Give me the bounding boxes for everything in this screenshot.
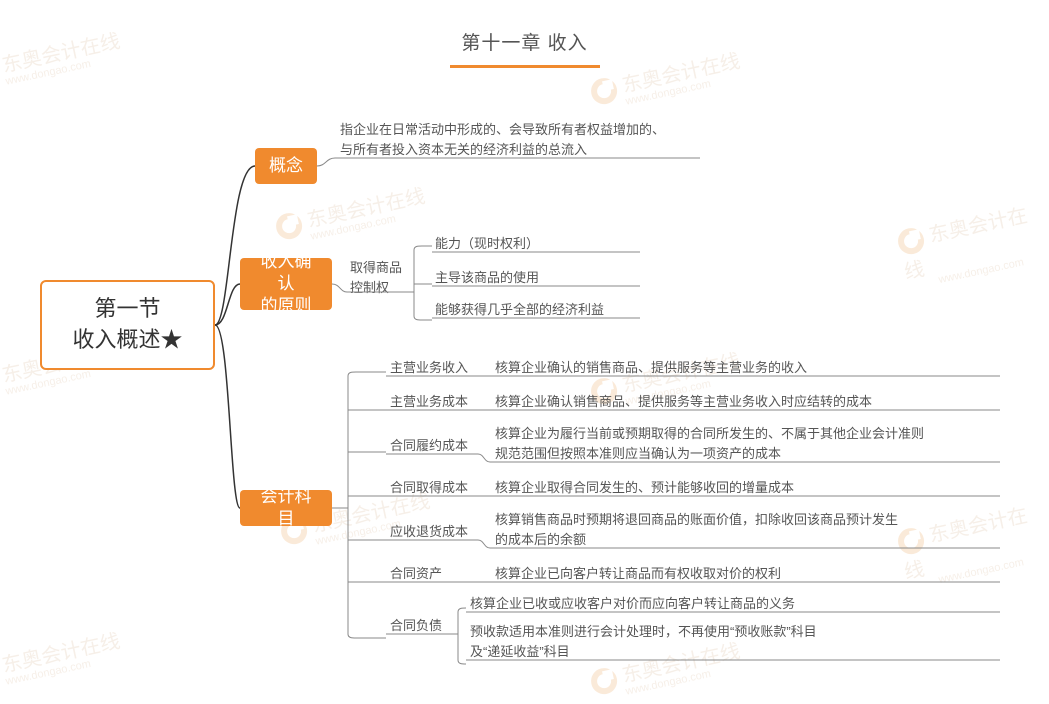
accounts-i5-desc: 核算销售商品时预期将退回商品的账面价值，扣除收回该商品预计发生 的成本后的余额 — [495, 510, 995, 550]
accounts-i3-desc-l1: 核算企业为履行当前或预期取得的合同所发生的、不属于其他企业会计准则 — [495, 424, 995, 444]
chapter-title-wrap: 第十一章 收入 — [450, 28, 600, 68]
accounts-i7-desc-b: 预收款适用本准则进行会计处理时，不再使用“预收账款”科目 及“递延收益”科目 — [470, 622, 990, 662]
accounts-i2-label: 主营业务成本 — [390, 392, 468, 412]
accounts-i1-desc: 核算企业确认的销售商品、提供服务等主营业务的收入 — [495, 358, 807, 378]
accounts-i3-label: 合同履约成本 — [390, 436, 468, 456]
accounts-i7-desc-b-l2: 及“递延收益”科目 — [470, 642, 990, 662]
principle-sub-l1: 取得商品 — [350, 258, 402, 278]
root-line1: 第一节 — [94, 294, 160, 325]
wm-text: 东奥会计在线 — [0, 30, 122, 76]
accounts-i6-desc: 核算企业已向客户转让商品而有权收取对价的权利 — [495, 564, 781, 584]
accounts-i7-desc-b-l1: 预收款适用本准则进行会计处理时，不再使用“预收账款”科目 — [470, 622, 990, 642]
principle-item-a: 能力（现时权利） — [435, 234, 539, 254]
accounts-i6-label: 合同资产 — [390, 564, 442, 584]
accounts-i4-label: 合同取得成本 — [390, 478, 468, 498]
wm-text: 东奥会计在线 — [620, 50, 742, 96]
wm-sub: www.dongao.com — [624, 71, 744, 108]
root-node: 第一节 收入概述★ — [40, 280, 215, 370]
accounts-i3-desc: 核算企业为履行当前或预期取得的合同所发生的、不属于其他企业会计准则 规范范围但按… — [495, 424, 995, 464]
node-principle-l1: 收入确认 — [254, 251, 318, 295]
accounts-i7-desc-a: 核算企业已收或应收客户对价而应向客户转让商品的义务 — [470, 594, 795, 614]
concept-desc-l2: 与所有者投入资本无关的经济利益的总流入 — [340, 140, 700, 160]
wm-sub: www.dongao.com — [4, 51, 124, 88]
wm-sub: www.dongao.com — [309, 206, 429, 243]
principle-sub-l2: 控制权 — [350, 278, 402, 298]
accounts-i1-label: 主营业务收入 — [390, 358, 468, 378]
accounts-i4-desc: 核算企业取得合同发生的、预计能够收回的增量成本 — [495, 478, 794, 498]
chapter-title: 第十一章 收入 — [450, 28, 600, 61]
node-principle: 收入确认 的原则 — [240, 258, 332, 310]
node-concept: 概念 — [255, 148, 317, 184]
wm-sub: www.dongao.com — [4, 651, 124, 688]
concept-desc-l1: 指企业在日常活动中形成的、会导致所有者权益增加的、 — [340, 120, 700, 140]
wm-text: 东奥会计在线 — [902, 205, 1029, 284]
accounts-i5-desc-l2: 的成本后的余额 — [495, 530, 995, 550]
wm-sub: www.dongao.com — [624, 661, 744, 698]
principle-item-c: 能够获得几乎全部的经济利益 — [435, 300, 604, 320]
wm-sub: www.dongao.com — [937, 550, 1049, 586]
accounts-i7-label: 合同负债 — [390, 616, 442, 636]
root-line2: 收入概述★ — [72, 325, 182, 356]
node-accounts: 会计科目 — [240, 490, 332, 526]
accounts-i5-desc-l1: 核算销售商品时预期将退回商品的账面价值，扣除收回该商品预计发生 — [495, 510, 995, 530]
node-principle-l2: 的原则 — [261, 295, 312, 317]
concept-desc: 指企业在日常活动中形成的、会导致所有者权益增加的、 与所有者投入资本无关的经济利… — [340, 120, 700, 160]
accounts-i3-desc-l2: 规范范围但按照本准则应当确认为一项资产的成本 — [495, 444, 995, 464]
title-underline — [450, 65, 600, 68]
wm-text: 东奥会计在线 — [0, 630, 122, 676]
accounts-i5-label: 应收退货成本 — [390, 522, 468, 542]
principle-item-b: 主导该商品的使用 — [435, 268, 539, 288]
principle-sub-label: 取得商品 控制权 — [350, 258, 402, 298]
accounts-i2-desc: 核算企业确认销售商品、提供服务等主营业务收入时应结转的成本 — [495, 392, 872, 412]
wm-sub: www.dongao.com — [937, 250, 1049, 286]
wm-text: 东奥会计在线 — [305, 185, 427, 231]
